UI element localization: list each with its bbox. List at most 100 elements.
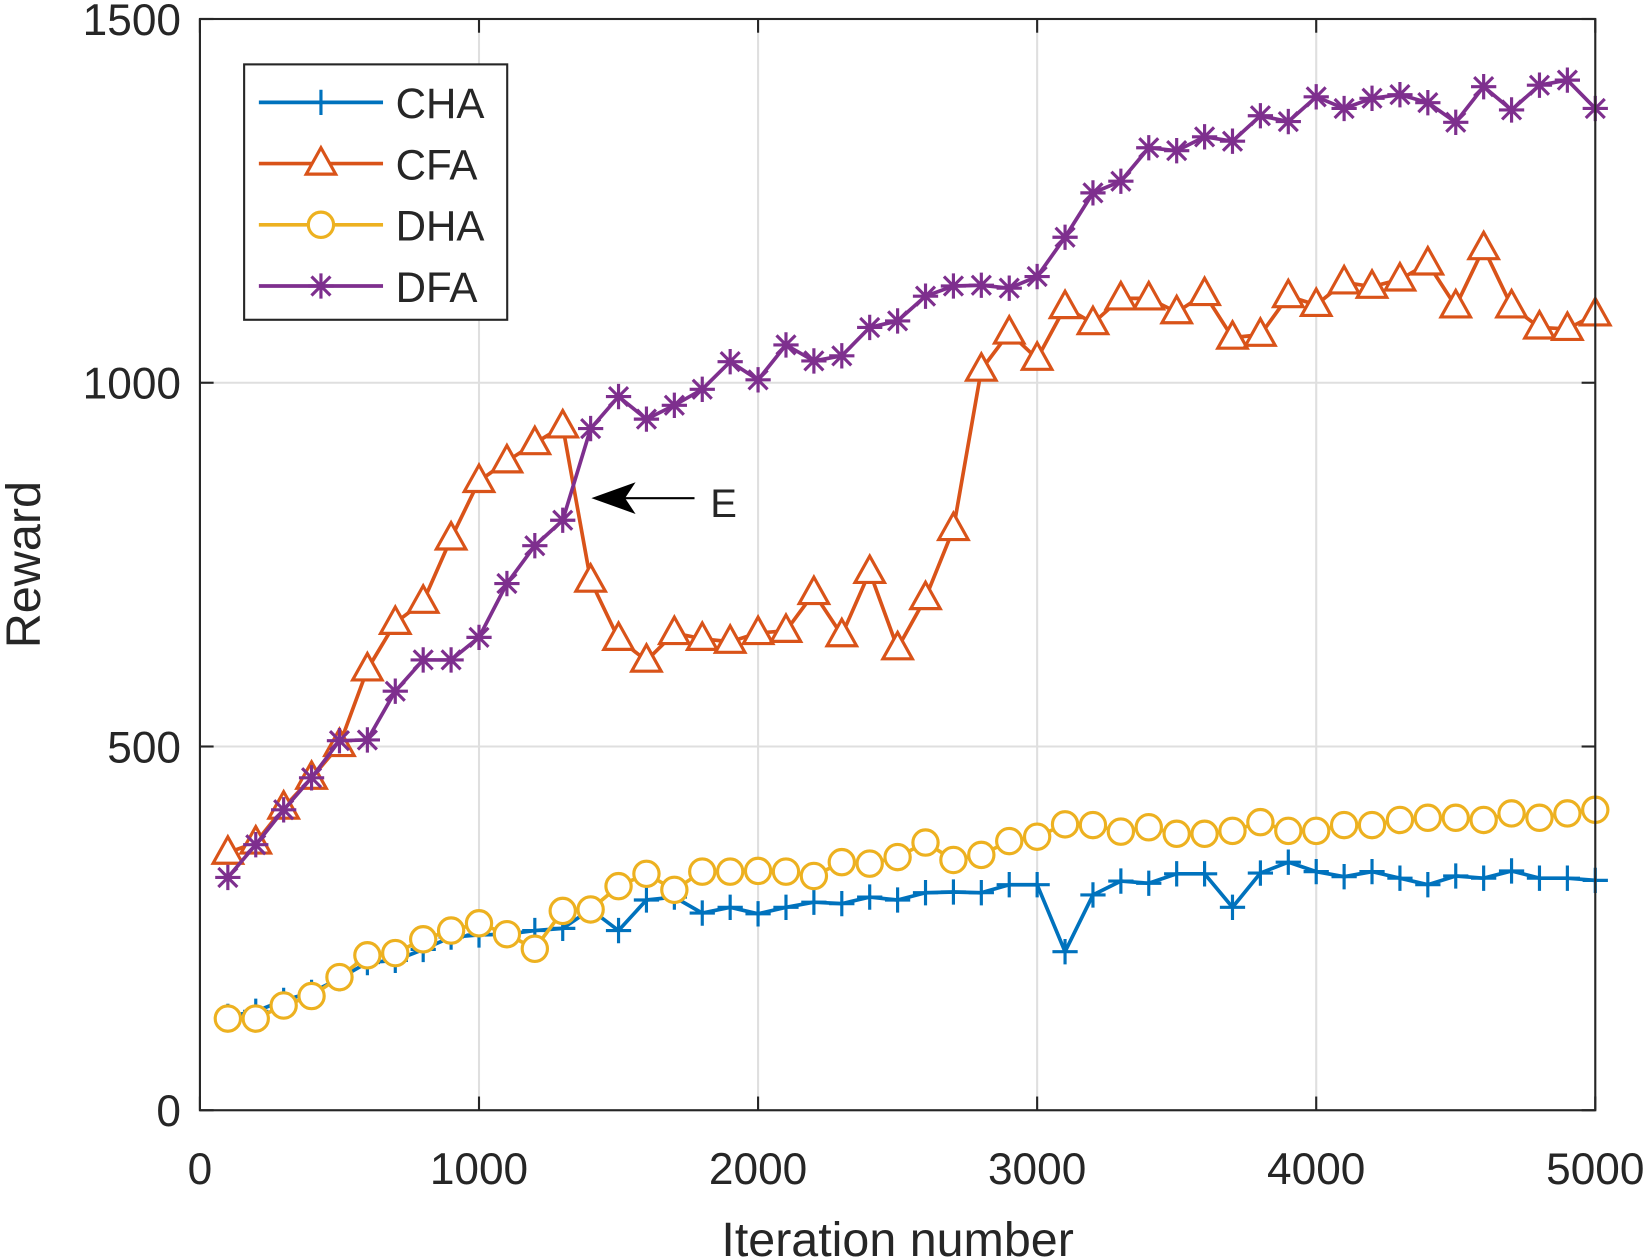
x-tick-label: 3000 — [988, 1145, 1086, 1194]
circle-marker-icon — [1078, 810, 1108, 840]
data-point — [1164, 861, 1190, 887]
asterisk-marker-icon — [1526, 72, 1553, 98]
data-point — [461, 461, 497, 494]
data-point — [410, 647, 436, 673]
asterisk-marker-icon — [1387, 81, 1413, 108]
plus-marker-icon — [1471, 865, 1497, 891]
asterisk-marker-icon — [968, 272, 994, 298]
data-point — [660, 875, 689, 905]
data-point — [852, 552, 888, 585]
plus-marker-icon — [717, 894, 743, 920]
asterisk-marker-icon — [1471, 73, 1497, 100]
triangle-marker-icon — [1354, 267, 1390, 299]
plus-marker-icon — [884, 887, 911, 913]
triangle-marker-icon — [461, 461, 497, 494]
data-point — [991, 313, 1027, 345]
circle-marker-icon — [492, 919, 522, 949]
data-point — [213, 1004, 243, 1033]
data-point — [1302, 816, 1331, 846]
data-point — [1466, 229, 1502, 261]
asterisk-marker-icon — [996, 275, 1022, 301]
data-point — [1357, 810, 1387, 840]
asterisk-marker-icon — [689, 376, 715, 402]
plus-marker-icon — [308, 89, 334, 116]
triangle-marker-icon — [1019, 339, 1055, 371]
circle-marker-icon — [576, 895, 605, 924]
asterisk-marker-icon — [1024, 263, 1050, 290]
data-point — [768, 611, 804, 643]
data-point — [405, 582, 441, 614]
data-point — [1106, 817, 1136, 846]
data-point — [492, 919, 522, 949]
data-point — [911, 828, 940, 857]
plus-marker-icon — [1359, 858, 1385, 885]
data-point — [996, 275, 1022, 301]
triangle-marker-icon — [545, 407, 581, 439]
triangle-marker-icon — [656, 613, 692, 646]
plus-marker-icon — [633, 887, 660, 913]
data-point — [1443, 109, 1469, 135]
data-point — [520, 934, 550, 963]
data-point — [1331, 95, 1357, 122]
circle-marker-icon — [883, 842, 912, 872]
y-tick-label: 1500 — [83, 0, 181, 45]
y-tick-label: 1000 — [83, 360, 181, 409]
asterisk-marker-icon — [494, 570, 520, 597]
plot-frame — [198, 17, 1597, 1112]
data-point — [712, 622, 748, 654]
plus-marker-icon — [912, 880, 939, 906]
series-dha — [213, 795, 1610, 1033]
data-point — [1131, 279, 1167, 311]
triangle-marker-icon — [210, 833, 246, 865]
data-point — [1024, 263, 1050, 290]
asterisk-marker-icon — [1331, 95, 1357, 122]
data-point — [1080, 882, 1106, 908]
circle-marker-icon — [939, 845, 968, 875]
triangle-marker-icon — [1103, 279, 1139, 311]
asterisk-marker-icon — [298, 765, 325, 791]
triangle-marker-icon — [377, 603, 413, 635]
legend-marker — [306, 210, 336, 240]
data-point — [884, 308, 911, 334]
circle-marker-icon — [381, 938, 410, 968]
plus-marker-icon — [1415, 872, 1441, 898]
triangle-marker-icon — [880, 629, 916, 661]
plus-marker-icon — [968, 880, 994, 906]
data-point — [325, 962, 354, 992]
asterisk-marker-icon — [1247, 103, 1274, 129]
data-point — [688, 857, 717, 886]
triangle-marker-icon — [1466, 229, 1502, 261]
legend-item-cha: CHA — [258, 80, 485, 127]
data-point — [1554, 67, 1581, 93]
data-point — [1108, 868, 1134, 894]
asterisk-marker-icon — [1219, 128, 1246, 154]
data-point — [963, 350, 999, 382]
data-point — [857, 884, 883, 910]
triangle-marker-icon — [852, 552, 888, 585]
data-point — [298, 765, 325, 791]
triangle-marker-icon — [1159, 293, 1195, 325]
data-point — [1385, 805, 1415, 835]
data-point — [745, 901, 771, 927]
data-point — [857, 314, 883, 341]
plus-marker-icon — [745, 901, 771, 927]
data-point — [326, 728, 353, 754]
data-point — [1159, 293, 1195, 325]
data-point — [1136, 870, 1162, 896]
asterisk-marker-icon — [1303, 84, 1329, 110]
asterisk-marker-icon — [326, 728, 353, 754]
data-point — [796, 573, 832, 606]
circle-marker-icon — [660, 875, 689, 905]
data-point — [1218, 816, 1247, 846]
data-point — [604, 871, 633, 901]
data-point — [1359, 858, 1385, 885]
data-point — [1387, 81, 1413, 108]
plus-marker-icon — [1219, 894, 1246, 920]
data-point — [1471, 73, 1497, 100]
data-point — [1164, 138, 1190, 164]
data-point — [377, 603, 413, 635]
data-point — [1052, 938, 1078, 965]
data-point — [601, 619, 636, 651]
data-point — [771, 857, 801, 886]
